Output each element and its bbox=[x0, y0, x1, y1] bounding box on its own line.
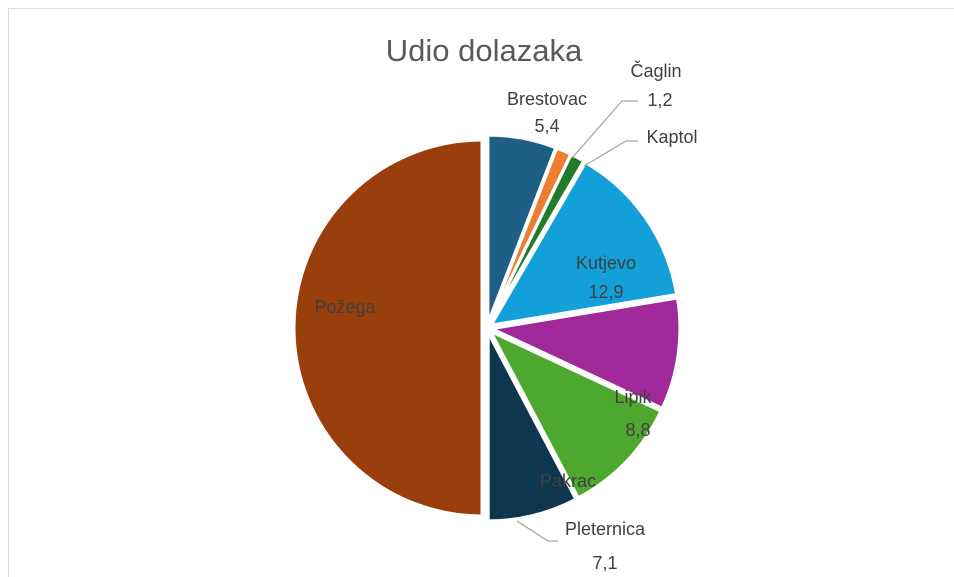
labels: Brestovac 5,4 Čaglin 1,2 Kaptol Kutjevo 12,9 Li… bbox=[314, 60, 697, 573]
pie-slice bbox=[487, 328, 663, 500]
data-label-name: Brestovac bbox=[507, 89, 587, 109]
data-label-value: 12,9 bbox=[588, 282, 623, 302]
leader-line bbox=[583, 140, 638, 167]
pie bbox=[292, 133, 682, 523]
chart-title: Udio dolazaka bbox=[386, 33, 583, 68]
data-label-value: 5,4 bbox=[534, 116, 559, 136]
data-label-name: Požega bbox=[314, 297, 376, 317]
data-label-value: 7,1 bbox=[592, 553, 617, 573]
pie-slice bbox=[292, 138, 484, 518]
pie-slice bbox=[488, 160, 679, 328]
data-label-value: 8,8 bbox=[625, 420, 650, 440]
data-label-name: Čaglin bbox=[630, 60, 681, 81]
leader-line bbox=[516, 520, 558, 542]
pie-slice bbox=[486, 332, 578, 523]
data-label-value: 1,2 bbox=[647, 90, 672, 110]
data-label-name: Kaptol bbox=[646, 127, 697, 147]
leader-line bbox=[571, 100, 638, 159]
data-label-name: Pleternica bbox=[565, 519, 646, 539]
data-label-name: Pakrac bbox=[540, 471, 596, 491]
data-label-name: Lipik bbox=[614, 387, 652, 407]
pie-slice bbox=[487, 152, 586, 325]
data-label-name: Kutjevo bbox=[576, 253, 636, 273]
pie-slice bbox=[486, 296, 682, 411]
